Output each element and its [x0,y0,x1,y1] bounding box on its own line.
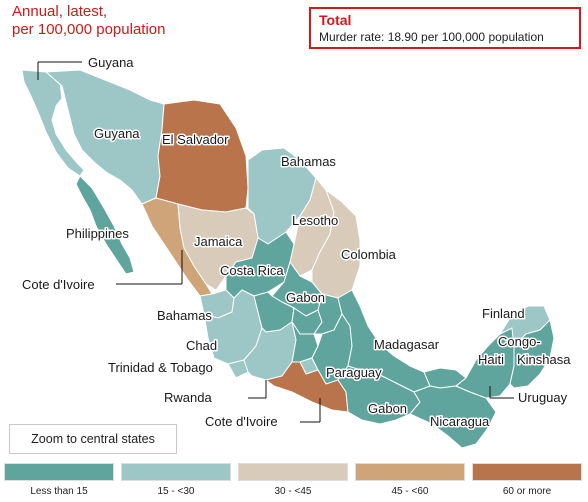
legend-label: 45 - <60 [391,486,429,497]
label-halo: Kinshasa [517,352,571,367]
map-label-bahamas-coahuila: Bahamas [281,154,336,169]
map-label-congo: Congo- [498,334,541,349]
subtitle-line-1: Annual, latest, [12,3,108,20]
label-halo: Costa Rica [220,263,284,278]
label-halo: Chad [186,338,217,353]
map-label-haiti: Haiti [478,352,504,367]
zoom-central-states-button[interactable]: Zoom to central states [9,424,177,454]
label-halo: Cote d'Ivoire [205,414,278,429]
map-label-madagasar: Madagasar [374,337,440,352]
map-label-el-salvador: El Salvador [162,132,229,147]
map-label-uruguay: Uruguay [518,390,568,405]
map-label-lesotho: Lesotho [292,213,338,228]
map-label-chad: Chad [186,338,217,353]
map-label-colombia: Colombia [341,247,397,262]
label-halo: Madagasar [374,337,440,352]
legend-swatch [4,463,114,481]
subtitle-line-2: per 100,000 population [12,21,166,38]
map-label-bahamas-jalisco: Bahamas [157,308,212,323]
legend-swatch [355,463,465,481]
label-halo: Uruguay [518,390,568,405]
label-halo: Jamaica [194,234,243,249]
map-label-guyana-sonora: Guyana [94,126,140,141]
region-baja-california-sur[interactable] [75,175,135,275]
label-halo: El Salvador [162,132,229,147]
label-halo: Guyana [88,55,134,70]
label-halo: Lesotho [292,213,338,228]
legend-swatch [472,463,582,481]
label-halo: Cote d'Ivoire [22,277,95,292]
label-halo: Trinidad & Tobago [108,360,213,375]
legend-label: Less than 15 [30,486,88,497]
label-halo: Philippines [66,226,129,241]
legend-swatch [121,463,231,481]
map-label-cote-guerrero: Cote d'Ivoire [205,414,278,429]
legend-label: 30 - <45 [274,486,312,497]
label-halo: Gabon [368,401,407,416]
label-halo: Haiti [478,352,504,367]
region-coahuila[interactable] [247,147,317,245]
label-halo: Bahamas [281,154,336,169]
map-label-jamaica: Jamaica [194,234,243,249]
region-chihuahua[interactable] [155,99,249,213]
map-label-nicaragua: Nicaragua [430,414,490,429]
map-label-guyana-bc: Guyana [88,55,134,70]
legend-label: 60 or more [502,486,552,497]
label-halo: Paraguay [326,365,382,380]
map-label-philippines: Philippines [66,226,129,241]
map-label-finland: Finland [482,306,525,321]
label-halo: Finland [482,306,525,321]
label-halo: Colombia [341,247,397,262]
map-label-gabon-central: Gabon [286,290,325,305]
label-halo: Gabon [286,290,325,305]
total-box: Total Murder rate: 18.90 per 100,000 pop… [309,7,581,49]
map-label-gabon-oaxaca: Gabon [368,401,407,416]
region-baja-california[interactable] [21,69,85,177]
label-halo: Bahamas [157,308,212,323]
map-label-paraguay: Paraguay [326,365,382,380]
total-title: Total [319,12,352,28]
total-murder-rate: Murder rate: 18.90 per 100,000 populatio… [319,30,544,44]
map-label-costa-rica: Costa Rica [220,263,284,278]
label-halo: Congo- [498,334,541,349]
map-label-cote-sinaloa: Cote d'Ivoire [22,277,95,292]
legend-swatch [238,463,348,481]
map-label-rwanda: Rwanda [164,390,212,405]
legend-label: 15 - <30 [157,486,195,497]
legend: Less than 15 15 - <30 30 - <45 45 - <60 60 o… [4,463,584,499]
region-quintana-roo[interactable] [509,319,555,389]
map-subtitle: Annual, latest, per 100,000 population [12,3,165,39]
map-label-kinshasa: Kinshasa [517,352,571,367]
label-halo: Nicaragua [430,414,490,429]
label-halo: Rwanda [164,390,212,405]
map-label-trinidad: Trinidad & Tobago [108,360,213,375]
label-halo: Guyana [94,126,140,141]
